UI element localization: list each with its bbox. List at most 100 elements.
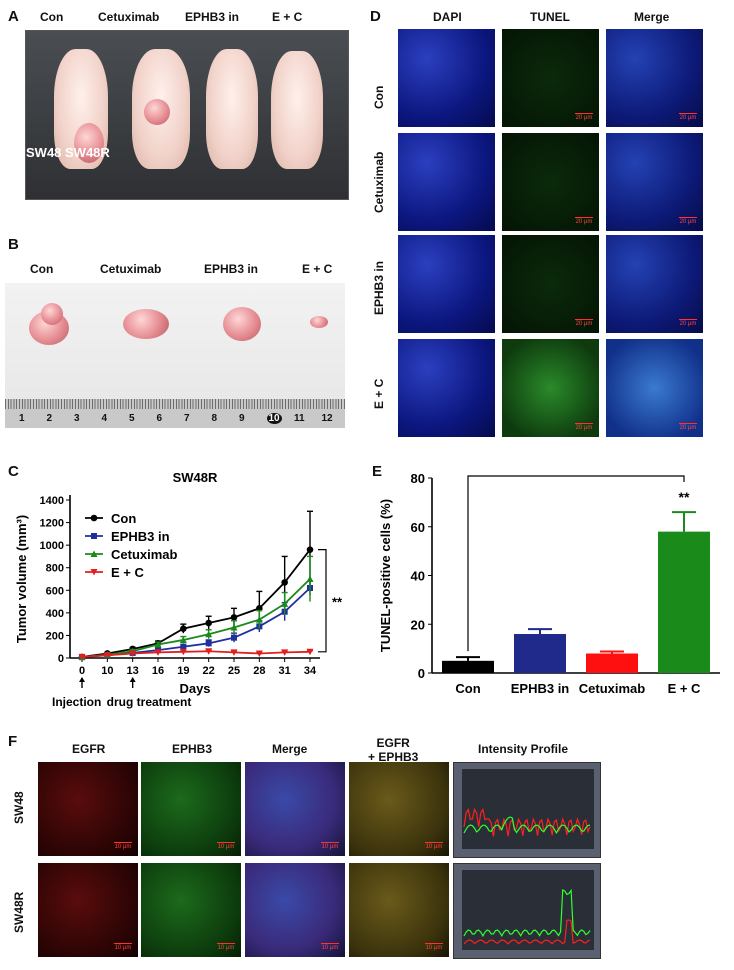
scale-bar-label: 20 μm xyxy=(575,321,593,327)
scale-bar-label: 10 μm xyxy=(114,844,132,850)
panel-d-label: D xyxy=(370,8,381,25)
data-point xyxy=(255,650,263,657)
ruler-number: 9 xyxy=(239,413,245,424)
bar xyxy=(658,531,710,673)
y-tick-label: 1200 xyxy=(40,518,64,530)
tumor-photo: 1 2 3 4 5 6 7 8 9 10 11 12 xyxy=(5,283,345,428)
panel-b-group-con: Con xyxy=(30,262,54,276)
mouse-ephb3 xyxy=(206,49,258,169)
tunel-image xyxy=(398,29,495,127)
fluorescence-image: 10 μm xyxy=(38,863,138,957)
panel-f-label: F xyxy=(8,733,18,750)
chart-title: SW48R xyxy=(173,470,218,485)
x-tick-label: 31 xyxy=(279,665,291,677)
data-point xyxy=(306,575,314,582)
fluorescence-image: 10 μm xyxy=(349,863,449,957)
tunel-image xyxy=(398,339,495,437)
panel-a-label: A xyxy=(8,8,19,25)
scale-bar-label: 10 μm xyxy=(321,844,339,850)
tunel-image xyxy=(398,133,495,231)
mouse-cetuximab-tumor xyxy=(144,99,170,125)
tumor-ephb3 xyxy=(223,307,261,341)
data-point xyxy=(179,648,187,656)
scale-bar: 20 μm xyxy=(575,423,593,431)
data-point xyxy=(230,649,238,656)
tumor-cetuximab xyxy=(123,309,169,339)
fluorescence-image: 10 μm xyxy=(245,863,345,957)
scale-bar: 10 μm xyxy=(114,842,132,850)
series-2 xyxy=(78,555,314,661)
panel-a-group-ephb3: EPHB3 in xyxy=(185,10,240,24)
panel-a-group-cetuximab: Cetuximab xyxy=(98,10,160,24)
scale-bar-line xyxy=(679,423,697,424)
scale-bar-line xyxy=(114,842,132,843)
scale-bar-line xyxy=(575,319,593,320)
panel-f-col-profile: Intensity Profile xyxy=(478,742,569,756)
data-point xyxy=(281,649,289,656)
scale-bar-label: 10 μm xyxy=(321,945,339,951)
panel-a-group-con: Con xyxy=(40,10,64,24)
ruler-number: 3 xyxy=(74,413,80,424)
ruler-number: 11 xyxy=(294,413,305,424)
y-tick-label: 40 xyxy=(411,569,425,584)
category-label: Cetuximab xyxy=(579,681,646,696)
significance-bracket xyxy=(467,475,685,652)
scale-bar: 20 μm xyxy=(679,423,697,431)
ruler-number: 6 xyxy=(156,413,163,424)
scale-bar: 10 μm xyxy=(217,842,235,850)
panel-e-label: E xyxy=(372,463,383,480)
fluorescence-image: 10 μm xyxy=(141,863,241,957)
y-tick-label: 1400 xyxy=(40,495,64,507)
panel-f-col-egfr: EGFR xyxy=(72,742,106,756)
data-point xyxy=(129,650,137,657)
category-label: Con xyxy=(455,681,480,696)
scale-bar-label: 20 μm xyxy=(679,321,697,327)
tunel-image: 20 μm xyxy=(606,339,703,437)
scale-bar-line xyxy=(217,943,235,944)
ruler-number: 1 xyxy=(19,413,25,424)
scale-bar-line xyxy=(425,943,443,944)
data-point xyxy=(154,649,162,656)
scale-bar-label: 20 μm xyxy=(679,115,697,121)
ruler-ticks xyxy=(5,399,345,409)
intensity-profile-svg xyxy=(462,870,594,950)
fluorescence-image: 10 μm xyxy=(141,762,241,856)
scale-bar-label: 20 μm xyxy=(575,425,593,431)
data-point xyxy=(180,643,187,650)
series-1 xyxy=(79,580,313,661)
bar xyxy=(586,653,638,673)
panel-b-group-cetuximab: Cetuximab xyxy=(100,262,162,276)
scale-bar-line xyxy=(575,113,593,114)
bar xyxy=(514,634,566,673)
panel-d-col-dapi: DAPI xyxy=(433,10,462,24)
ephb3-profile-line xyxy=(463,888,591,938)
intensity-plot-area xyxy=(462,870,594,950)
scale-bar: 20 μm xyxy=(575,113,593,121)
annotation-drug-arrowhead xyxy=(129,677,136,682)
panel-b-label: B xyxy=(8,236,19,253)
scale-bar: 10 μm xyxy=(321,943,339,951)
data-point xyxy=(179,636,187,643)
bar xyxy=(442,660,494,673)
fluorescence-image: 10 μm xyxy=(245,762,345,856)
data-point xyxy=(205,619,212,627)
fluorescence-image: 10 μm xyxy=(349,762,449,856)
scale-bar: 10 μm xyxy=(114,943,132,951)
legend-label: Con xyxy=(111,511,136,526)
ruler-number: 7 xyxy=(184,413,190,424)
mouse-ec xyxy=(271,51,323,169)
scale-bar: 10 μm xyxy=(217,943,235,951)
series-3 xyxy=(78,648,314,661)
y-tick-label: 800 xyxy=(46,563,64,575)
scale-bar-label: 10 μm xyxy=(114,945,132,951)
y-tick-label: 200 xyxy=(46,630,64,642)
data-point xyxy=(306,546,314,553)
legend-label: E + C xyxy=(111,565,144,580)
y-tick-label: 600 xyxy=(46,585,64,597)
tumor-volume-chart: SW48R 0 200 400 600 800 1000 1200 1400 0 10 13 16 19 2… xyxy=(14,470,343,709)
x-tick-label: 25 xyxy=(228,665,240,677)
egfr-profile-line xyxy=(463,807,591,837)
data-point xyxy=(255,616,263,623)
data-point xyxy=(231,634,237,641)
scale-bar: 20 μm xyxy=(679,217,697,225)
